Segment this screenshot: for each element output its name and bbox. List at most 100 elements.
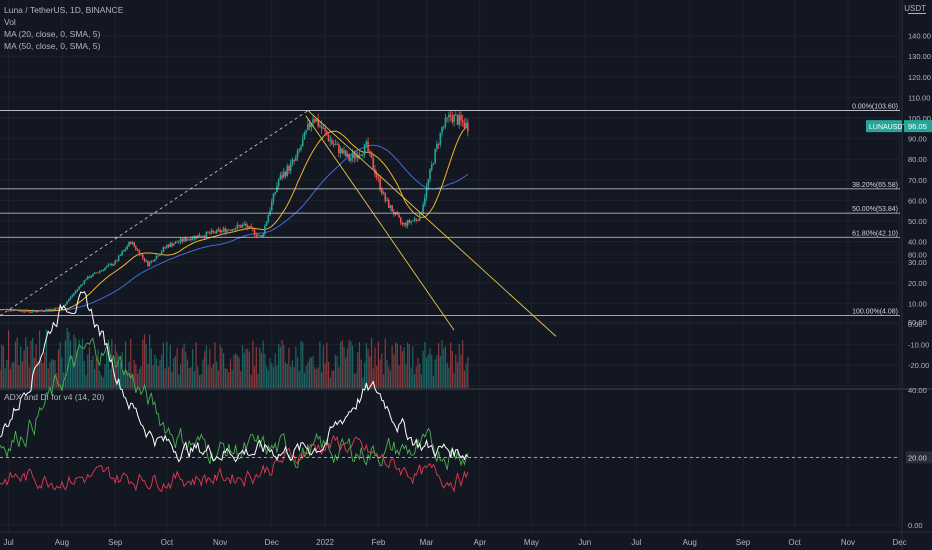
candle-body [12, 310, 15, 311]
candle-body [174, 241, 177, 244]
ma20-legend[interactable]: MA (20, close, 0, SMA, 5) [4, 29, 101, 39]
candle-body [308, 123, 311, 128]
volume-bar [205, 345, 207, 388]
candle-body [344, 150, 347, 157]
candle-body [128, 242, 130, 247]
volume-bar [137, 373, 139, 388]
volume-bar [204, 351, 206, 388]
candle-body [463, 122, 466, 128]
volume-bar [391, 345, 393, 388]
volume-bar [23, 350, 25, 388]
candle-body [167, 245, 170, 247]
volume-bar [329, 377, 331, 388]
candle-body [315, 119, 318, 122]
candle-body [198, 235, 201, 237]
indicator-legend[interactable]: ADX and DI for v4 (14, 20) [4, 392, 105, 402]
volume-bar [142, 339, 144, 388]
candle-body [455, 114, 457, 116]
time-axis-label: Jul [631, 538, 641, 547]
volume-bar [319, 341, 321, 388]
volume-bar [11, 362, 13, 388]
volume-bar [417, 357, 419, 388]
fib-level-label: 50.00%(53.84) [852, 206, 898, 213]
candle-body [461, 120, 464, 123]
candle-body [236, 224, 239, 229]
volume-bar [372, 368, 374, 388]
candle-body [111, 264, 113, 266]
volume-bar [223, 353, 225, 388]
volume-bar [202, 359, 204, 388]
indicator-axis-label: 0.00 [908, 521, 923, 530]
candle-body [451, 116, 454, 123]
volume-bar [395, 342, 397, 388]
volume-bar [286, 363, 288, 388]
candle-body [143, 257, 146, 262]
candle-body [317, 119, 319, 126]
candle-body [449, 114, 452, 117]
candle-body [422, 204, 424, 213]
price-axis-label: 30.00 [908, 258, 927, 267]
volume-bar [94, 369, 96, 388]
candle-body [298, 149, 301, 151]
candle-body [119, 255, 122, 256]
candle-body [117, 255, 120, 261]
candle-body [16, 310, 18, 311]
di-plus-line [0, 337, 469, 470]
symbol-title[interactable]: Luna / TetherUS, 1D, BINANCE [4, 5, 124, 15]
price-axis-label: 70.00 [908, 176, 927, 185]
volume-bar [377, 341, 379, 388]
candle-body [92, 273, 94, 277]
volume-bar [118, 355, 120, 388]
candle-body [7, 309, 10, 311]
volume-bar [463, 370, 465, 388]
volume-bar [434, 359, 436, 388]
candle-body [465, 122, 467, 128]
candle-body [453, 114, 455, 123]
volume-bar [20, 346, 22, 388]
volume-bar [403, 347, 405, 388]
volume-bar [415, 366, 417, 388]
candle-body [238, 224, 240, 226]
trend-line-lower[interactable] [305, 115, 455, 331]
candle-body [441, 127, 443, 133]
candle-body [381, 189, 383, 194]
ma50-legend[interactable]: MA (50, close, 0, SMA, 5) [4, 41, 101, 51]
volume-bar [302, 341, 304, 388]
candle-body [229, 229, 232, 231]
volume-bar [18, 365, 20, 388]
candle-body [98, 271, 101, 273]
candle-body [81, 283, 84, 285]
candle-body [417, 219, 419, 221]
volume-bar [164, 368, 166, 388]
volume-bar [167, 366, 170, 388]
candle-body [320, 125, 323, 129]
volume-bar [90, 360, 92, 388]
candle-body [300, 146, 302, 150]
volume-bar [462, 340, 464, 388]
trend-line-upper[interactable] [307, 110, 557, 337]
candle-body [109, 264, 111, 265]
volume-bar [131, 374, 134, 388]
candle-body [377, 177, 380, 179]
volume-bar [324, 363, 326, 388]
volume-bar [276, 365, 278, 388]
candle-body [243, 223, 246, 225]
candle-body [350, 158, 352, 161]
fib-trend-line[interactable] [0, 110, 309, 316]
volume-bar [331, 370, 333, 388]
candle-body [224, 228, 227, 233]
candle-body [386, 199, 388, 202]
candle-body [95, 272, 98, 274]
candle-body [389, 205, 392, 208]
volume-bar [224, 368, 226, 388]
volume-bar [226, 368, 228, 388]
volume-bar [343, 346, 345, 388]
volume-bar [317, 367, 319, 388]
candle-body [326, 130, 328, 136]
candle-body [245, 223, 247, 226]
candle-body [4, 309, 6, 310]
volume-bar [197, 366, 199, 388]
volume-legend[interactable]: Vol [4, 17, 16, 27]
candle-body [203, 236, 206, 238]
